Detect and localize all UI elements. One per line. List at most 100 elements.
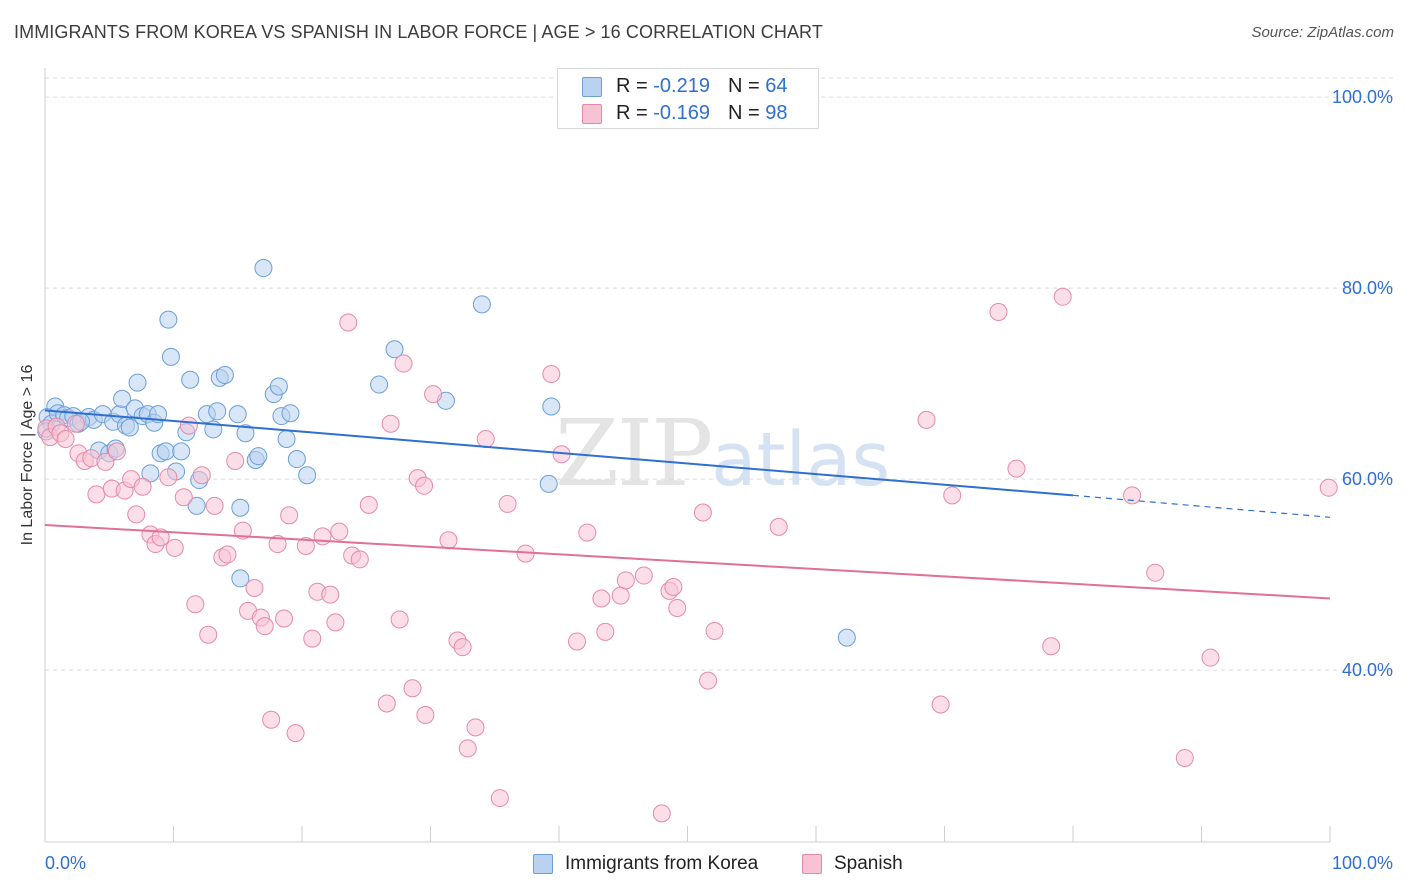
x-tick-label: 0.0% bbox=[45, 853, 86, 873]
korea-point bbox=[187, 496, 206, 515]
spanish-point bbox=[255, 617, 274, 636]
korea-point bbox=[172, 442, 191, 461]
spanish-swatch bbox=[582, 104, 602, 124]
y-tick-label: 40.0% bbox=[1342, 660, 1393, 680]
korea-point bbox=[254, 259, 273, 278]
spanish-point bbox=[439, 531, 458, 550]
korea-point bbox=[236, 424, 255, 443]
spanish-point bbox=[1201, 648, 1220, 667]
spanish-point bbox=[567, 632, 586, 651]
spanish-point bbox=[1042, 637, 1061, 656]
spanish-point bbox=[87, 485, 106, 504]
spanish-point bbox=[458, 739, 477, 758]
korea-point bbox=[287, 450, 306, 469]
spanish-point bbox=[186, 595, 205, 614]
spanish-point bbox=[693, 503, 712, 522]
spanish-point bbox=[192, 466, 211, 485]
chart-title: IMMIGRANTS FROM KOREA VS SPANISH IN LABO… bbox=[14, 22, 823, 42]
spanish-point bbox=[466, 718, 485, 737]
spanish-point bbox=[66, 414, 85, 433]
korea-point bbox=[113, 389, 132, 408]
korea-point bbox=[277, 429, 296, 448]
spanish-point bbox=[179, 416, 198, 435]
spanish-point bbox=[1007, 459, 1026, 478]
spanish-point bbox=[424, 385, 443, 404]
legend-label-spanish: Spanish bbox=[834, 853, 903, 874]
r-value: -0.169 bbox=[653, 102, 710, 124]
axes bbox=[44, 68, 1331, 843]
spanish-point bbox=[592, 589, 611, 608]
korea-point bbox=[120, 418, 139, 437]
spanish-point bbox=[989, 302, 1008, 321]
spanish-point bbox=[96, 452, 115, 471]
spanish-point bbox=[611, 586, 630, 605]
spanish-point bbox=[330, 522, 349, 541]
korea-point bbox=[539, 474, 558, 493]
spanish-point bbox=[403, 679, 422, 698]
spanish-point bbox=[490, 789, 509, 808]
korea-point bbox=[385, 340, 404, 359]
spanish-point bbox=[699, 671, 718, 690]
korea-point bbox=[141, 464, 160, 483]
spanish-point bbox=[415, 476, 434, 495]
stats-text-korea: R = -0.219 N = 64 bbox=[616, 75, 787, 98]
spanish-point bbox=[652, 804, 671, 823]
spanish-point bbox=[596, 622, 615, 641]
spanish-point bbox=[917, 410, 936, 429]
y-tick-label: 60.0% bbox=[1342, 469, 1393, 489]
n-label: N = bbox=[727, 102, 766, 124]
n-label: N = bbox=[727, 75, 766, 97]
spanish-point bbox=[634, 566, 653, 585]
korea-points bbox=[37, 259, 856, 647]
spanish-point bbox=[381, 414, 400, 433]
korea-swatch bbox=[533, 854, 553, 874]
korea-swatch bbox=[582, 77, 602, 97]
spanish-point bbox=[174, 488, 193, 507]
spanish-point bbox=[218, 545, 237, 564]
spanish-point bbox=[205, 496, 224, 515]
korea-point bbox=[215, 366, 234, 385]
n-value: 98 bbox=[765, 102, 788, 124]
spanish-point bbox=[339, 313, 358, 332]
spanish-point bbox=[769, 517, 788, 536]
spanish-point bbox=[616, 571, 635, 590]
spanish-point bbox=[542, 365, 561, 384]
spanish-point bbox=[296, 536, 315, 555]
spanish-point bbox=[303, 629, 322, 648]
spanish-point bbox=[226, 451, 245, 470]
spanish-point bbox=[350, 550, 369, 569]
n-value: 64 bbox=[765, 75, 788, 97]
watermark-zip: ZIP bbox=[555, 400, 713, 507]
series-legend: Immigrants from Korea Spanish bbox=[0, 850, 1406, 880]
spanish-point bbox=[664, 578, 683, 597]
korea-point bbox=[472, 295, 491, 314]
spanish-point bbox=[943, 486, 962, 505]
watermark: ZIPatlas bbox=[555, 400, 890, 507]
spanish-point bbox=[1146, 563, 1165, 582]
spanish-point bbox=[1175, 748, 1194, 767]
korea-point bbox=[208, 402, 227, 421]
spanish-point bbox=[578, 523, 597, 542]
spanish-point bbox=[199, 625, 218, 644]
stats-legend: R = -0.219 N = 64 R = -0.169 N = 98 bbox=[557, 68, 819, 129]
spanish-point bbox=[390, 610, 409, 629]
korea-point bbox=[370, 375, 389, 394]
spanish-point bbox=[705, 621, 724, 640]
korea-point bbox=[837, 628, 856, 647]
spanish-point bbox=[931, 695, 950, 714]
watermark-atlas: atlas bbox=[711, 417, 890, 503]
spanish-point bbox=[286, 724, 305, 743]
korea-point bbox=[281, 404, 300, 423]
korea-point bbox=[161, 347, 180, 366]
r-label: R = bbox=[616, 75, 654, 97]
spanish-point bbox=[1053, 287, 1072, 306]
spanish-swatch bbox=[802, 854, 822, 874]
r-value: -0.219 bbox=[653, 75, 710, 97]
spanish-point bbox=[1123, 486, 1142, 505]
tick-labels: 40.0% 60.0% 80.0% 100.0% 0.0% 100.0% bbox=[45, 87, 1393, 873]
spanish-point bbox=[165, 538, 184, 557]
spanish-point bbox=[56, 429, 75, 448]
x-tick-label: 100.0% bbox=[1332, 853, 1393, 873]
spanish-point bbox=[280, 506, 299, 525]
